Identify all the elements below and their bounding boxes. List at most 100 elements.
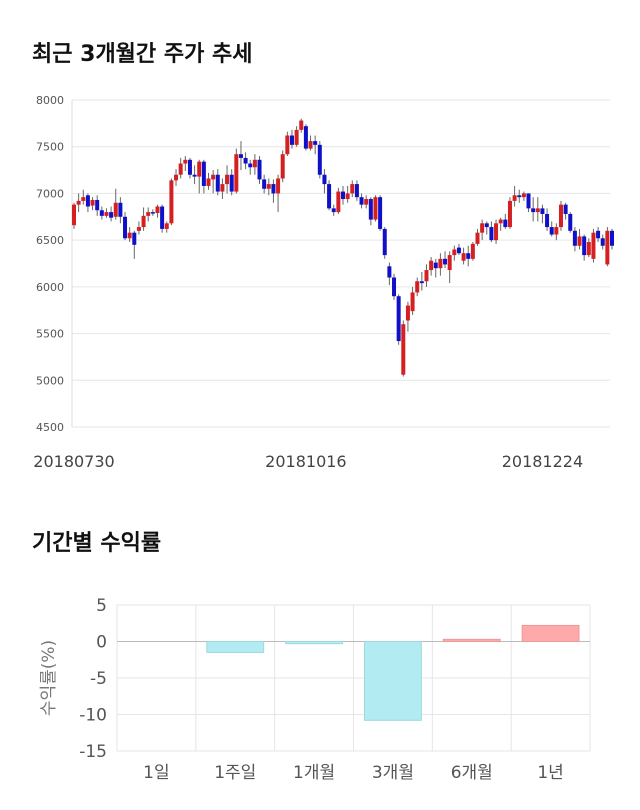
- candle: [238, 141, 243, 171]
- candle: [484, 221, 489, 235]
- candle-body: [280, 154, 285, 179]
- candle: [327, 180, 332, 211]
- candle-body: [262, 179, 267, 189]
- candle-body: [582, 236, 587, 256]
- candle-body: [72, 204, 76, 226]
- returns-x-tick: 6개월: [451, 763, 493, 783]
- candle: [494, 219, 499, 244]
- candle: [498, 217, 503, 231]
- candle: [81, 189, 86, 205]
- candle-body: [271, 184, 276, 194]
- candle: [535, 197, 540, 222]
- candle-body: [480, 223, 485, 233]
- candle-body: [327, 184, 332, 209]
- candle: [192, 165, 197, 185]
- candle-body: [174, 174, 179, 181]
- candles: [72, 118, 614, 377]
- candle: [174, 169, 179, 186]
- candle: [554, 223, 559, 241]
- candle-body: [382, 228, 387, 256]
- candle: [341, 185, 345, 205]
- candle-body: [558, 204, 563, 228]
- candle: [123, 212, 128, 241]
- returns-x-tick: 1년: [537, 763, 563, 783]
- candle: [586, 238, 591, 257]
- candle-body: [303, 126, 308, 149]
- candle: [72, 202, 76, 229]
- candle-body: [368, 199, 373, 220]
- candle: [396, 294, 401, 345]
- candle: [252, 154, 257, 175]
- candle: [248, 159, 253, 175]
- candle-body: [461, 253, 466, 261]
- candle: [405, 301, 410, 332]
- candle: [368, 197, 373, 226]
- candle: [308, 135, 313, 151]
- candle: [531, 197, 536, 222]
- price-y-tick-labels: 4500 5000 5500 6000 6500 7000 7500 8000: [36, 94, 64, 434]
- candle: [572, 227, 577, 252]
- candle-body: [512, 195, 517, 201]
- candle: [294, 126, 299, 147]
- candle-body: [187, 159, 192, 175]
- period-returns-title: 기간별 수익률: [32, 531, 162, 556]
- candle: [183, 156, 188, 172]
- candle-body: [183, 159, 188, 164]
- candle-body: [164, 223, 169, 229]
- candle-body: [549, 227, 554, 235]
- candle-body: [257, 159, 262, 180]
- candle: [317, 141, 322, 179]
- candle-body: [591, 232, 596, 259]
- price-y-tick: 7500: [36, 141, 64, 154]
- candle: [303, 124, 308, 151]
- candle: [443, 251, 448, 269]
- candle-body: [146, 212, 151, 216]
- candle: [452, 245, 457, 261]
- candle: [540, 204, 545, 224]
- returns-y-tick: -15: [79, 742, 107, 762]
- candle-body: [447, 255, 452, 271]
- returns-y-tick: 0: [96, 633, 107, 653]
- candle: [136, 221, 141, 235]
- candle: [127, 227, 132, 243]
- candle-body: [85, 195, 90, 207]
- candle: [150, 209, 155, 216]
- candle: [280, 150, 285, 183]
- candle-body: [521, 193, 526, 198]
- candle-body: [429, 260, 434, 271]
- candle-body: [276, 178, 281, 194]
- candle-body: [220, 184, 225, 192]
- candle-body: [415, 281, 420, 293]
- candle: [526, 193, 531, 213]
- candle: [99, 206, 104, 220]
- candle-body: [396, 296, 401, 342]
- candle: [285, 131, 290, 157]
- candle: [558, 200, 563, 231]
- price-x-tick: 20181016: [265, 452, 346, 471]
- candle-body: [234, 154, 239, 192]
- candle: [475, 228, 480, 246]
- candle: [489, 221, 494, 243]
- candle-body: [215, 174, 220, 192]
- candle-body: [201, 161, 206, 186]
- candle: [141, 207, 146, 231]
- candle-body: [169, 180, 174, 224]
- price-y-tick: 7000: [36, 187, 64, 200]
- candle-body: [229, 174, 234, 192]
- candle: [266, 178, 271, 196]
- candle-body: [452, 249, 457, 256]
- candle-body: [252, 159, 257, 168]
- candle-body: [238, 154, 243, 158]
- candle: [424, 264, 429, 287]
- candle-body: [545, 213, 550, 228]
- candle: [610, 228, 614, 250]
- candle-body: [266, 184, 271, 189]
- candle-body: [289, 135, 294, 145]
- candle-body: [243, 157, 248, 164]
- returns-x-tick: 3개월: [372, 763, 414, 783]
- candle: [211, 170, 216, 194]
- candle-body: [123, 216, 128, 239]
- candle: [234, 148, 239, 194]
- candle-body: [294, 129, 299, 145]
